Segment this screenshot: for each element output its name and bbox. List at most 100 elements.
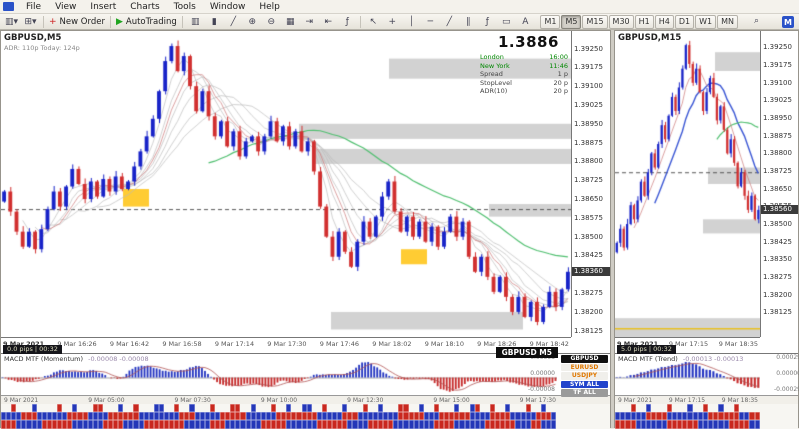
search-icon[interactable]: ⌕ (753, 16, 759, 26)
macd-axis-label: 0.00000 (776, 370, 799, 377)
text-icon[interactable]: A (516, 15, 535, 28)
macd-symbol-buttons: GBPUSD EURUSD USDJPY SYM ALL TF ALL (561, 355, 608, 398)
price-tick: 1.38650 (574, 195, 603, 204)
mtf-cell (352, 420, 358, 429)
timeframe-m1[interactable]: M1 (540, 15, 561, 29)
macd-badge-tf-all[interactable]: TF ALL (561, 389, 608, 397)
mtf-cell (702, 420, 709, 429)
line-chart-icon[interactable]: ╱ (224, 15, 243, 28)
timeframe-d1[interactable]: D1 (674, 15, 695, 29)
mtf-cell (388, 412, 394, 420)
shapes-icon[interactable]: ▭ (497, 15, 516, 28)
price-tick: 1.39025 (763, 96, 792, 105)
timeframe-mn[interactable]: MN (717, 15, 738, 29)
mtf-cell (301, 412, 307, 420)
left-macd-canvas[interactable] (1, 354, 557, 396)
right-price-axis[interactable]: 1.39250 1.39175 1.39100 1.39025 1.38950 1.388… (760, 31, 798, 337)
right-mtf-strips (615, 404, 798, 429)
mtf-cell (479, 412, 485, 420)
mtf-cell (520, 412, 526, 420)
left-symbol-badge[interactable]: GBPUSD M5 (495, 347, 558, 358)
mtf-cell (87, 412, 93, 420)
timeframe-m30[interactable]: M30 (608, 15, 634, 29)
macd-axis-label: 0.00000 (530, 370, 555, 377)
mtf-cell (189, 420, 195, 429)
right-macd-canvas[interactable] (615, 354, 760, 396)
timeframe-h4[interactable]: H4 (654, 15, 674, 29)
metaquotes-icon[interactable]: M (782, 16, 794, 28)
vertical-line-icon[interactable]: │ (402, 15, 421, 28)
timeframe-m15[interactable]: M15 (582, 15, 608, 29)
mtf-cell (209, 420, 215, 429)
bar-chart-icon[interactable]: ▥ (186, 15, 205, 28)
time-tick: 9 Mar 17:30 (267, 339, 307, 348)
time-tick: 9 Mar 18:35 (718, 339, 758, 348)
mtf-cell (62, 412, 68, 420)
trendline-icon[interactable]: ╱ (440, 15, 459, 28)
mtf-cell (546, 420, 552, 429)
mtf-cell (630, 420, 636, 429)
mtf-cell (383, 412, 389, 420)
mtf-cell (546, 412, 552, 420)
mtf-cell (697, 412, 703, 420)
mtf-cell (661, 412, 667, 420)
menu-charts[interactable]: Charts (130, 1, 160, 12)
left-macd-header: MACD MTF (Momentum) -0.00008 -0.00008 (4, 355, 149, 363)
left-price-axis[interactable]: 1.39250 1.39175 1.39100 1.39025 1.38950 1.388… (571, 31, 610, 337)
mtf-cell (651, 412, 657, 420)
mtf-cell (235, 412, 241, 420)
cursor-icon[interactable]: ↖ (364, 15, 383, 28)
mtf-cell (697, 420, 703, 429)
mtf-cell (153, 412, 159, 420)
chart-shift-icon[interactable]: ⇤ (319, 15, 338, 28)
candlestick-chart-icon[interactable]: ▮ (205, 15, 224, 28)
mtf-cell (82, 412, 88, 420)
right-chart-canvas[interactable] (615, 31, 760, 337)
menu-help[interactable]: Help (259, 1, 280, 12)
new-chart-icon[interactable]: ▥▾ (2, 15, 21, 28)
autotrading-button-label: AutoTrading (125, 16, 177, 27)
time-tick: 9 Mar 17:46 (319, 339, 360, 348)
menu-tools[interactable]: Tools (173, 1, 196, 12)
left-macd-values: -0.00008 -0.00008 (88, 355, 149, 363)
left-time-axis[interactable]: 9 Mar 2021 9 Mar 16:26 9 Mar 16:42 9 Mar 16… (1, 337, 571, 349)
fibonacci-icon[interactable]: ƒ (478, 15, 497, 28)
profiles-icon[interactable]: ⊞▾ (21, 15, 40, 28)
macd-badge-usdjpy[interactable]: USDJPY (561, 372, 608, 380)
menu-view[interactable]: View (55, 1, 77, 12)
menu-window[interactable]: Window (209, 1, 246, 12)
timeframe-toolbar: M1 M5 M15 M30 H1 H4 D1 W1 MN (540, 15, 739, 29)
mtf-cell (118, 412, 124, 420)
timeframe-h1[interactable]: H1 (634, 15, 654, 29)
mtf-cell (148, 412, 154, 420)
mtf-cell (1, 420, 7, 429)
indicator-time-tick: 9 Mar 17:30 (519, 396, 556, 404)
window-splitter[interactable] (611, 30, 614, 428)
horizontal-line-icon[interactable]: ─ (421, 15, 440, 28)
macd-badge-eurusd[interactable]: EURUSD (561, 363, 608, 371)
price-tick: 1.39100 (763, 78, 792, 87)
fibonacci-icon: ƒ (485, 16, 489, 27)
mtf-cell (245, 412, 251, 420)
channel-icon[interactable]: ∥ (459, 15, 478, 28)
menu-insert[interactable]: Insert (90, 1, 117, 12)
price-tick: 1.38950 (763, 114, 792, 123)
mtf-cell (383, 420, 389, 429)
indicators-icon[interactable]: ƒ (338, 15, 357, 28)
mtf-cell (138, 412, 144, 420)
timeframe-w1[interactable]: W1 (695, 15, 717, 29)
tile-windows-icon[interactable]: ▦ (281, 15, 300, 28)
new-order-button[interactable]: + New Order (47, 15, 107, 28)
mtf-cell (225, 412, 231, 420)
auto-scroll-icon[interactable]: ⇥ (300, 15, 319, 28)
macd-badge-gbpusd[interactable]: GBPUSD (561, 355, 608, 363)
indicator-time-tick: 9 Mar 17:15 (668, 396, 706, 404)
autotrading-button[interactable]: ▶ AutoTrading (114, 15, 179, 28)
zoom-in-icon[interactable]: ⊕ (243, 15, 262, 28)
macd-badge-sym-all[interactable]: SYM ALL (561, 380, 608, 388)
timeframe-m5[interactable]: M5 (561, 15, 582, 29)
zoom-out-icon[interactable]: ⊖ (262, 15, 281, 28)
left-chart-canvas[interactable] (1, 31, 571, 337)
crosshair-icon[interactable]: + (383, 15, 402, 28)
menu-file[interactable]: File (26, 1, 42, 12)
